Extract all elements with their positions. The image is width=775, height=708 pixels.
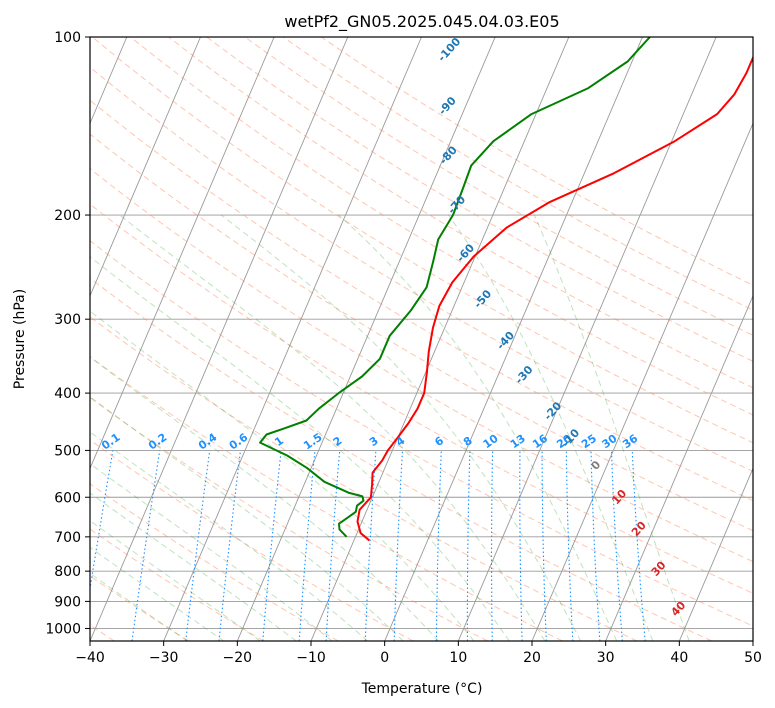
y-tick-label: 200 xyxy=(54,208,81,224)
mixing-ratio-line xyxy=(218,450,242,641)
isotherm-line xyxy=(90,37,349,641)
moist-adiabat-line xyxy=(90,546,225,641)
y-tick-label: 100 xyxy=(54,30,81,46)
isotherm-line xyxy=(90,37,275,470)
background-lines xyxy=(90,37,753,641)
mixing-ratio-line xyxy=(262,450,282,641)
moist-adiabat-line xyxy=(90,572,188,641)
moist-adiabat-line xyxy=(90,310,475,641)
x-tick-label: 30 xyxy=(597,650,615,666)
dry-adiabat-line xyxy=(90,203,753,594)
isotherm-line xyxy=(457,37,717,641)
dry-adiabat-line xyxy=(90,99,753,502)
x-tick-label: −20 xyxy=(223,650,253,666)
x-tick-label: 10 xyxy=(449,650,467,666)
x-tick-label: −30 xyxy=(149,650,179,666)
dry-adiabat-line xyxy=(168,37,753,389)
dewpoint-profile-line xyxy=(259,37,651,538)
dry-adiabat-line xyxy=(90,168,753,563)
x-axis-label: Temperature (°C) xyxy=(361,681,483,697)
y-tick-label: 400 xyxy=(54,386,81,402)
isotherm-line xyxy=(531,122,753,641)
mixing-ratio-line xyxy=(185,450,211,641)
moist-adiabat-line xyxy=(338,214,618,641)
isotherm-line xyxy=(678,467,753,641)
dry-adiabat-line xyxy=(282,37,753,311)
moist-adiabat-line xyxy=(90,492,297,641)
moist-adiabat-line xyxy=(119,214,546,641)
chart-title: wetPf2_GN05.2025.045.04.03.E05 xyxy=(284,12,559,32)
y-tick-label: 500 xyxy=(54,443,81,459)
dry-adiabat-line xyxy=(90,356,563,641)
dry-adiabat-line xyxy=(244,37,753,336)
dry-adiabat-line xyxy=(90,240,753,627)
dry-adiabat-line xyxy=(90,528,264,641)
isotherm-line xyxy=(605,294,753,641)
x-tick-label: 50 xyxy=(744,650,762,666)
series-layer xyxy=(259,37,753,542)
dry-adiabat-line xyxy=(90,316,638,641)
isotherm-line xyxy=(90,37,201,298)
dry-adiabat-line xyxy=(90,277,712,641)
y-tick-label: 800 xyxy=(54,564,81,580)
dry-adiabat-line xyxy=(130,37,753,416)
y-tick-label: 300 xyxy=(54,312,81,328)
axis-ticks: −40 −30 −20 −10 0 10 20 30 40 50 1000 900 800 700 600 5… xyxy=(45,30,762,666)
x-tick-label: 40 xyxy=(670,650,688,666)
plot-frame xyxy=(89,36,754,642)
x-tick-label: 0 xyxy=(380,650,389,666)
moist-adiabat-line xyxy=(90,520,261,641)
isotherm-line xyxy=(384,37,643,641)
y-axis-label: Pressure (hPa) xyxy=(12,289,28,389)
x-tick-label: −10 xyxy=(296,650,326,666)
moist-adiabat-line xyxy=(533,214,690,641)
dry-adiabat-line xyxy=(90,133,753,532)
dry-adiabat-line xyxy=(90,483,339,641)
isotherm-line xyxy=(163,37,422,641)
x-tick-label: 20 xyxy=(523,650,541,666)
temperature-profile-line xyxy=(356,55,753,542)
x-tick-label: −40 xyxy=(75,650,105,666)
dry-adiabat-line xyxy=(91,37,753,444)
moist-adiabat-line xyxy=(90,356,439,641)
y-tick-label: 700 xyxy=(54,530,81,546)
y-tick-label: 600 xyxy=(54,490,81,506)
mixing-ratio-line xyxy=(90,450,114,593)
moist-adiabat-line xyxy=(90,396,404,641)
moist-adiabat-line xyxy=(447,214,654,641)
moist-adiabat-line xyxy=(90,256,510,641)
moist-adiabat-line xyxy=(90,463,333,641)
isotherm-line xyxy=(236,37,496,641)
y-tick-label: 900 xyxy=(54,594,81,610)
mixing-ratio-line xyxy=(131,450,161,641)
isotherm-line xyxy=(310,37,570,641)
y-tick-label: 1000 xyxy=(45,621,81,637)
